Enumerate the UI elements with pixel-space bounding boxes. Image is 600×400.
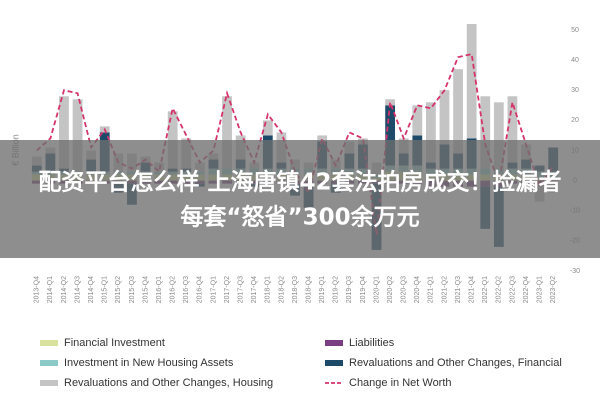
bar-segment [493, 102, 504, 169]
x-tick-label: 2017-Q1 [210, 276, 217, 303]
bar-segment [59, 96, 69, 169]
y-tick-label: 40 [571, 57, 579, 64]
bar-segment [385, 105, 396, 166]
x-tick-label: 2015-Q3 [129, 276, 136, 303]
x-tick-label: 2022-Q4 [523, 276, 530, 303]
x-tick-label: 2022-Q2 [496, 276, 503, 303]
bar-segment [385, 99, 396, 106]
legend-label: Revaluations and Other Changes, Housing [64, 377, 273, 389]
y-tick-label: -30 [570, 268, 580, 275]
x-tick-label: 2018-Q2 [278, 276, 285, 303]
x-tick-label: 2018-Q3 [292, 276, 299, 303]
x-tick-label: 2014-Q3 [74, 276, 81, 303]
x-tick-label: 2021-Q1 [428, 276, 435, 303]
x-tick-label: 2014-Q4 [88, 276, 95, 303]
legend-label: Revaluations and Other Changes, Financia… [349, 357, 562, 369]
legend-swatch [325, 360, 343, 366]
bar-segment [262, 120, 273, 136]
y-tick-label: 30 [571, 87, 579, 94]
bar-segment [222, 96, 232, 169]
x-tick-label: 2019-Q1 [319, 276, 326, 303]
legend-label: Change in Net Worth [349, 377, 452, 389]
y-tick-label: 20 [571, 117, 579, 124]
x-tick-label: 2021-Q3 [455, 276, 462, 303]
overlay-banner [0, 140, 600, 258]
x-tick-label: 2018-Q4 [305, 276, 312, 303]
x-tick-label: 2018-Q1 [265, 276, 272, 303]
x-tick-label: 2017-Q3 [237, 276, 244, 303]
overlay-text: 每套“怒省”300余万元 [180, 204, 419, 231]
x-tick-label: 2021-Q2 [441, 276, 448, 303]
x-tick-label: 2022-Q1 [482, 276, 489, 303]
bar-segment [439, 90, 450, 145]
bar-segment [453, 69, 463, 154]
x-tick-label: 2020-Q1 [373, 276, 380, 303]
x-tick-label: 2017-Q4 [251, 276, 258, 303]
x-tick-label: 2017-Q2 [224, 276, 231, 303]
x-tick-label: 2023-Q1 [536, 276, 543, 303]
legend-swatch [325, 340, 343, 346]
bar-segment [480, 96, 491, 169]
x-tick-label: 2013-Q4 [34, 276, 41, 303]
legend-swatch [40, 380, 58, 386]
x-tick-label: 2014-Q1 [47, 276, 54, 303]
x-tick-label: 2019-Q3 [346, 276, 353, 303]
x-tick-label: 2021-Q4 [469, 276, 476, 303]
x-tick-label: 2022-Q3 [509, 276, 516, 303]
x-tick-label: 2014-Q2 [61, 276, 68, 303]
x-tick-label: 2020-Q2 [387, 276, 394, 303]
legend-label: Financial Investment [64, 337, 165, 349]
x-tick-label: 2023-Q2 [550, 276, 557, 303]
legend-swatch [40, 340, 58, 346]
bar-segment [317, 135, 328, 142]
bar-segment [466, 23, 477, 139]
legend-label: Investment in New Housing Assets [64, 357, 234, 369]
bar-segment [412, 105, 423, 136]
bar-segment [72, 99, 83, 172]
x-tick-label: 2015-Q2 [115, 276, 122, 303]
x-tick-label: 2020-Q3 [401, 276, 408, 303]
x-tick-label: 2016-Q3 [183, 276, 190, 303]
bar-segment [167, 111, 178, 169]
x-tick-label: 2020-Q4 [414, 276, 421, 303]
y-tick-label: 50 [571, 27, 579, 34]
bar-segment [426, 102, 436, 163]
x-tick-label: 2015-Q1 [102, 276, 109, 303]
x-tick-label: 2016-Q4 [197, 276, 204, 303]
bar-segment [507, 96, 518, 163]
x-tick-label: 2015-Q4 [142, 276, 149, 303]
overlay-text: 配资平台怎么样 上海唐镇42套法拍房成交！捡漏者 [38, 169, 561, 196]
x-tick-label: 2016-Q1 [156, 276, 163, 303]
x-tick-label: 2019-Q2 [333, 276, 340, 303]
legend-swatch [40, 360, 58, 366]
legend-label: Liabilities [349, 337, 395, 349]
x-tick-label: 2019-Q4 [360, 276, 367, 303]
x-tick-label: 2016-Q2 [170, 276, 177, 303]
